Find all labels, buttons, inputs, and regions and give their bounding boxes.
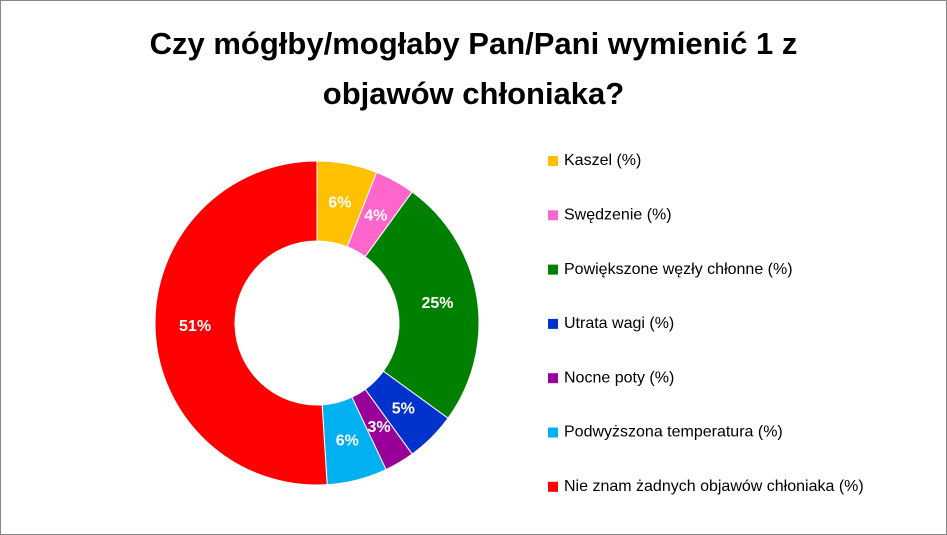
legend-marker: [548, 318, 558, 329]
legend-marker: [548, 210, 558, 221]
value-label: 25%: [421, 295, 453, 312]
legend-label: Kaszel (%): [564, 152, 641, 169]
value-label: 6%: [336, 432, 359, 449]
donut-slice: [154, 160, 328, 486]
donut-slice: [364, 191, 480, 419]
value-label: 6%: [328, 194, 351, 211]
legend-label: Nocne poty (%): [564, 369, 674, 386]
legend-marker: [548, 481, 558, 492]
legend-label: Powiększone węzły chłonne (%): [564, 261, 793, 278]
value-label: 4%: [364, 207, 387, 224]
legend-label: Utrata wagi (%): [564, 315, 674, 332]
legend-marker: [548, 373, 558, 384]
legend-label: Swędzenie (%): [564, 207, 672, 224]
legend-marker: [548, 427, 558, 438]
legend-label: Nie znam żadnych objawów chłoniaka (%): [564, 478, 864, 495]
legend-marker: [548, 264, 558, 275]
value-label: 5%: [392, 400, 415, 417]
value-label: 3%: [368, 419, 391, 436]
chart-title: Czy mógłby/mogłaby Pan/Pani wymienić 1 z…: [149, 26, 798, 111]
title-box: Czy mógłby/mogłaby Pan/Pani wymienić 1 z…: [1, 19, 946, 119]
value-label: 51%: [179, 318, 211, 335]
legend-label: Podwyższona temperatura (%): [564, 424, 783, 441]
legend-marker: [548, 156, 558, 166]
